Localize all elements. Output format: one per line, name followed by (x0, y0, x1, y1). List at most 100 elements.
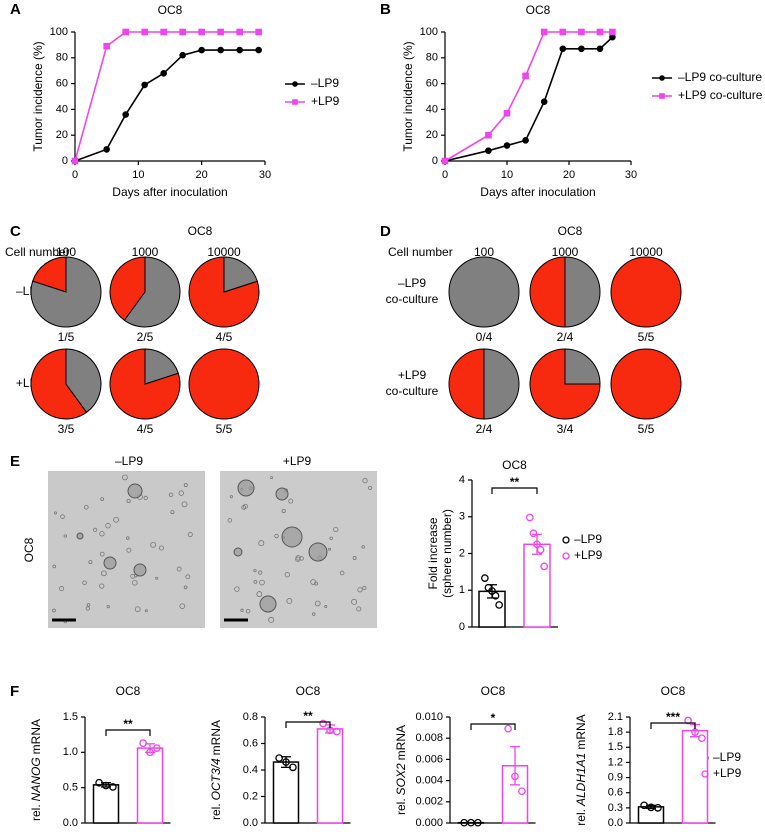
chart-title: OC8 (558, 224, 583, 238)
bar (637, 806, 665, 824)
cell (63, 534, 67, 538)
cell (99, 551, 105, 557)
cell (99, 583, 105, 589)
pie-positive (188, 348, 260, 420)
image-caption: +LP9 (283, 454, 312, 468)
marker (217, 46, 224, 54)
cell (105, 522, 111, 529)
chart-title: OC8 (188, 224, 213, 238)
data-point (474, 818, 482, 827)
y-tick-label: 80 (426, 52, 438, 64)
significance-label: ** (303, 709, 313, 723)
marker (578, 28, 585, 36)
cell (288, 498, 294, 504)
y-tick-label: 0 (459, 621, 465, 633)
cell (52, 564, 56, 569)
cell (357, 587, 363, 593)
row-label: –LP9 (398, 276, 426, 290)
image-row-label: OC8 (22, 537, 36, 562)
y-tick-label: 0.004 (415, 775, 443, 787)
marker (198, 28, 205, 36)
marker (141, 81, 148, 89)
cell (100, 497, 105, 501)
pie-negative (144, 348, 179, 385)
data-point (275, 754, 283, 762)
pie-positive (529, 348, 601, 420)
cell (268, 616, 275, 623)
column-label: 100 (56, 245, 76, 259)
pie-positive (529, 256, 566, 328)
chart-title: OC8 (158, 3, 183, 17)
row-label: co-culture (386, 292, 439, 306)
sphere (233, 547, 243, 557)
cell (126, 536, 130, 540)
fraction-label: 2/5 (137, 330, 154, 344)
marker (179, 28, 186, 36)
legend-label: –LP9 co-culture (678, 70, 762, 84)
column-label: 1000 (552, 245, 579, 259)
cell (245, 608, 251, 614)
cell (329, 536, 333, 541)
marker (217, 28, 224, 36)
pie-negative (30, 256, 102, 328)
y-tick-label: 0.006 (415, 753, 443, 765)
y-tick-label: 0.6 (608, 787, 623, 799)
x-axis-label: Days after inoculation (112, 185, 227, 199)
pie-positive (610, 348, 682, 420)
cell (179, 603, 186, 609)
chart-title: OC8 (296, 684, 321, 698)
cell (284, 572, 290, 578)
marker (609, 28, 616, 36)
pie-negative (483, 348, 520, 420)
legend-marker (292, 99, 298, 105)
cell (324, 605, 328, 608)
cell (241, 505, 247, 510)
marker (160, 69, 167, 77)
marker (559, 28, 567, 36)
significance-label: *** (666, 710, 680, 724)
cell (234, 586, 240, 592)
marker (255, 46, 262, 54)
marker (485, 131, 492, 139)
cell (132, 579, 138, 586)
data-point (282, 758, 290, 766)
cell (362, 585, 367, 590)
y-axis-label: (sphere number) (440, 509, 454, 598)
data-point (540, 562, 549, 571)
panel-label: B (380, 1, 391, 18)
y-axis-label: rel. NANOG mRNA (29, 719, 43, 821)
marker (540, 98, 548, 105)
cell (168, 492, 174, 498)
data-point (529, 529, 538, 538)
fraction-label: 3/5 (58, 422, 75, 436)
x-tick-label: 0 (442, 169, 448, 181)
column-label: 1000 (132, 245, 159, 259)
y-tick-label: 40 (426, 103, 438, 115)
x-tick-label: 10 (132, 169, 144, 181)
bar (316, 728, 344, 824)
cell (314, 581, 319, 586)
cell (176, 566, 182, 572)
chart-title: OC8 (116, 684, 141, 698)
cell (83, 504, 89, 510)
pie-positive (448, 348, 485, 420)
y-axis-label: rel. ALDH1A1 mRNA (574, 714, 588, 825)
marker (122, 111, 129, 118)
y-tick-label: 40 (56, 103, 68, 115)
fraction-label: 0/4 (476, 330, 493, 344)
legend-marker (562, 536, 570, 544)
marker (255, 28, 262, 36)
data-point (139, 739, 147, 747)
image-caption: –LP9 (115, 454, 143, 468)
data-point (684, 716, 692, 725)
y-tick-label: 1.5 (608, 741, 623, 753)
cell (227, 518, 233, 523)
y-axis-label-part: rel. (209, 803, 223, 820)
data-point (698, 734, 706, 743)
cell (310, 579, 316, 585)
y-tick-label: 1.0 (63, 746, 78, 758)
cell (143, 495, 148, 501)
y-tick-label: 0.000 (415, 817, 443, 829)
cell (82, 580, 87, 586)
